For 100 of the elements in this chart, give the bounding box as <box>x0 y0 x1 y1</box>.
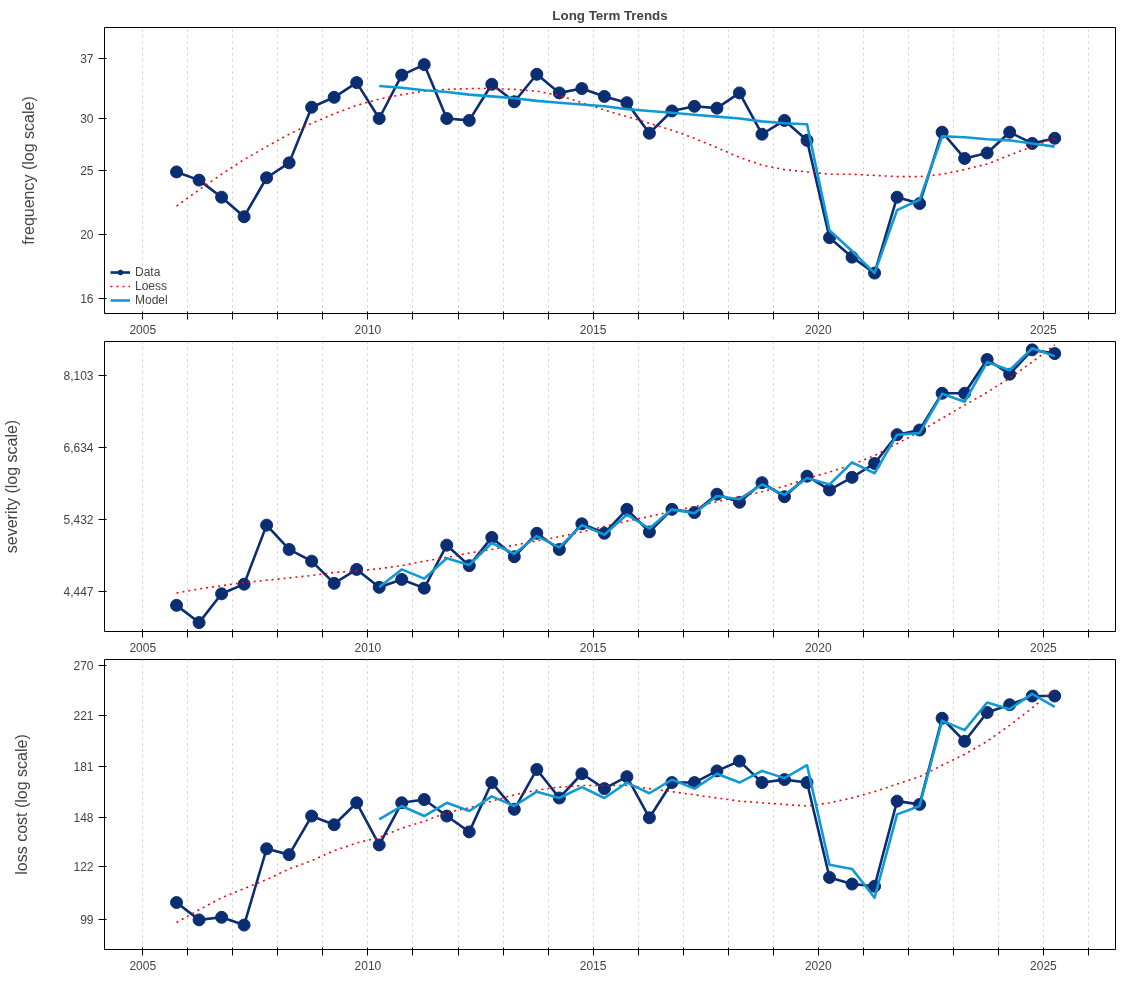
x-tick-label: 2025 <box>1030 958 1058 973</box>
point <box>980 706 994 719</box>
point <box>620 96 634 110</box>
legend-label: Loess <box>135 279 168 293</box>
point <box>620 502 634 516</box>
x-tick-label: 2015 <box>579 958 607 973</box>
y-tick-label: 30 <box>80 111 94 126</box>
point <box>327 818 341 832</box>
x-tick-label: 2015 <box>579 322 607 337</box>
point <box>260 171 274 185</box>
y-tick-label: 148 <box>73 811 94 826</box>
legend-label: Data <box>135 265 161 279</box>
x-tick-label: 2020 <box>804 322 832 337</box>
point <box>305 100 319 114</box>
x-tick-label: 2015 <box>579 640 607 655</box>
x-tick-label: 2005 <box>129 958 157 973</box>
x-tick-label: 2005 <box>129 322 157 337</box>
point <box>890 190 904 204</box>
y-tick-label: 270 <box>73 658 94 673</box>
y-tick-label: 20 <box>80 228 94 243</box>
y-tick-label: 122 <box>73 860 94 875</box>
point <box>395 68 409 82</box>
point <box>1048 689 1062 703</box>
y-axis-title: severity (log scale) <box>3 419 21 554</box>
point <box>890 794 904 808</box>
point <box>305 809 319 823</box>
point <box>170 896 184 910</box>
point <box>642 126 656 140</box>
point <box>732 86 746 100</box>
point <box>327 90 341 104</box>
point <box>642 811 656 825</box>
x-tick-label: 2010 <box>354 640 382 655</box>
x-tick-label: 2010 <box>354 322 382 337</box>
point <box>440 809 454 823</box>
point <box>958 151 972 165</box>
point <box>440 538 454 552</box>
y-tick-label: 221 <box>73 709 94 724</box>
point <box>755 127 769 141</box>
point <box>530 67 544 81</box>
point <box>215 190 229 204</box>
y-axis-title: frequency (log scale) <box>20 96 38 245</box>
point <box>845 470 859 484</box>
x-tick-label: 2005 <box>129 640 157 655</box>
y-tick-label: 4,447 <box>63 585 94 600</box>
point <box>530 762 544 776</box>
x-tick-label: 2020 <box>804 640 832 655</box>
point <box>597 782 611 796</box>
point <box>237 210 251 224</box>
point <box>958 734 972 748</box>
x-tick-label: 2020 <box>804 958 832 973</box>
y-tick-label: 5,432 <box>63 513 94 528</box>
point <box>350 562 364 576</box>
point <box>417 581 431 595</box>
point <box>282 848 296 862</box>
point <box>485 530 499 544</box>
point <box>372 112 386 125</box>
y-tick-label: 99 <box>80 913 94 928</box>
point <box>755 776 769 790</box>
point <box>237 577 251 591</box>
chart-title: Long Term Trends <box>552 7 668 23</box>
legend-label: Model <box>135 293 168 307</box>
point <box>215 910 229 924</box>
point <box>485 77 499 91</box>
point <box>575 82 589 96</box>
point <box>417 58 431 72</box>
y-tick-label: 25 <box>80 164 94 179</box>
y-tick-label: 37 <box>80 51 94 66</box>
point <box>1048 131 1062 145</box>
point <box>170 598 184 612</box>
point <box>305 554 319 568</box>
point <box>395 572 409 586</box>
point <box>462 113 476 127</box>
point <box>687 99 701 113</box>
point <box>462 825 476 839</box>
point <box>1003 125 1017 139</box>
point <box>350 76 364 90</box>
point <box>710 101 724 115</box>
point <box>260 842 274 856</box>
point <box>192 913 206 927</box>
point <box>845 877 859 891</box>
y-tick-label: 16 <box>80 292 94 307</box>
point <box>327 576 341 590</box>
y-tick-label: 181 <box>73 760 94 775</box>
point <box>575 767 589 781</box>
point <box>237 918 251 932</box>
point <box>350 796 364 810</box>
x-tick-label: 2025 <box>1030 640 1058 655</box>
point <box>282 156 296 170</box>
x-tick-label: 2025 <box>1030 322 1058 337</box>
point <box>485 776 499 790</box>
point <box>192 616 206 630</box>
point <box>980 146 994 160</box>
point <box>372 838 386 852</box>
point <box>192 173 206 187</box>
point <box>732 754 746 768</box>
point <box>440 112 454 125</box>
y-tick-label: 8,103 <box>63 369 94 384</box>
y-tick-label: 6,634 <box>63 441 94 456</box>
point <box>552 86 566 100</box>
x-tick-label: 2010 <box>354 958 382 973</box>
